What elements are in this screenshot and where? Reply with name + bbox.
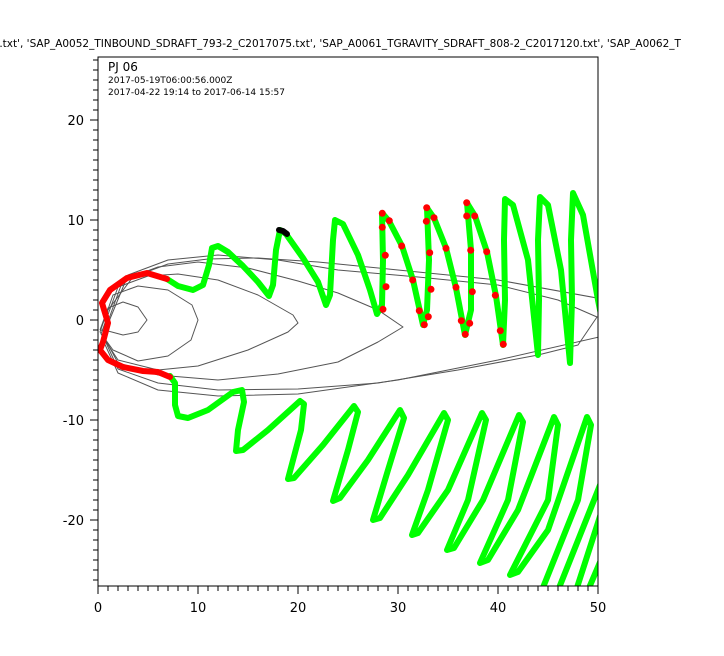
trajectory-series xyxy=(98,190,598,586)
highlight-point xyxy=(430,214,438,222)
x-tick-label: 50 xyxy=(590,601,607,616)
annotation-time: 2017-05-19T06:00:56.000Z xyxy=(108,76,233,86)
highlight-point xyxy=(427,285,435,293)
highlight-point xyxy=(452,283,460,291)
highlight-point xyxy=(379,305,387,313)
x-tick-label: 30 xyxy=(390,601,407,616)
highlight-point xyxy=(415,307,423,315)
highlight-point xyxy=(426,249,434,257)
highlight-point xyxy=(466,319,474,327)
highlight-point xyxy=(461,330,469,338)
annotation-label: PJ 06 xyxy=(108,60,138,74)
highlight-point xyxy=(442,244,450,252)
x-tick-label: 40 xyxy=(490,601,507,616)
highlight-point xyxy=(463,212,471,220)
highlight-point xyxy=(409,276,417,284)
y-tick-label: 20 xyxy=(67,114,84,129)
field-line xyxy=(99,301,148,336)
highlight-point xyxy=(420,321,428,329)
y-tick-label: 0 xyxy=(76,314,84,329)
highlight-point xyxy=(467,246,475,254)
field-line xyxy=(101,257,598,397)
axes: 0 10 20 30 40 50 -20 -10 0 10 20 xyxy=(63,59,607,616)
y-tick-label: -10 xyxy=(63,414,84,429)
highlight-point xyxy=(463,199,471,207)
field-line xyxy=(102,254,598,391)
field-lines xyxy=(99,254,598,397)
x-tick-label: 0 xyxy=(94,601,102,616)
highlight-point xyxy=(483,248,491,256)
highlight-point xyxy=(499,340,507,348)
y-tick-label: -20 xyxy=(63,514,84,529)
highlight-point xyxy=(423,204,431,212)
field-line xyxy=(102,261,404,381)
highlight-point xyxy=(398,242,406,250)
x-tick-label: 20 xyxy=(290,601,307,616)
highlight-point xyxy=(422,217,430,225)
trajectory-line xyxy=(276,227,290,237)
highlight-points xyxy=(378,199,507,348)
highlight-point xyxy=(496,327,504,335)
y-tick-label: 10 xyxy=(67,214,84,229)
field-line xyxy=(99,285,199,362)
highlight-point xyxy=(378,209,386,217)
highlight-point xyxy=(471,212,479,220)
highlight-point xyxy=(457,317,465,325)
highlight-point xyxy=(378,223,386,231)
highlight-point xyxy=(468,288,476,296)
trajectory-line xyxy=(98,270,173,380)
plot-frame xyxy=(97,56,599,587)
highlight-point xyxy=(491,291,499,299)
trajectory-line xyxy=(167,373,598,586)
highlight-point xyxy=(424,313,432,321)
x-tick-label: 10 xyxy=(190,601,207,616)
annotation-range: 2017-04-22 19:14 to 2017-06-14 15:57 xyxy=(108,88,285,98)
highlight-point xyxy=(385,217,393,225)
chart-title: ..txt', 'SAP_A0052_TINBOUND_SDRAFT_793-2… xyxy=(0,38,681,50)
highlight-point xyxy=(381,251,389,259)
highlight-point xyxy=(382,283,390,291)
